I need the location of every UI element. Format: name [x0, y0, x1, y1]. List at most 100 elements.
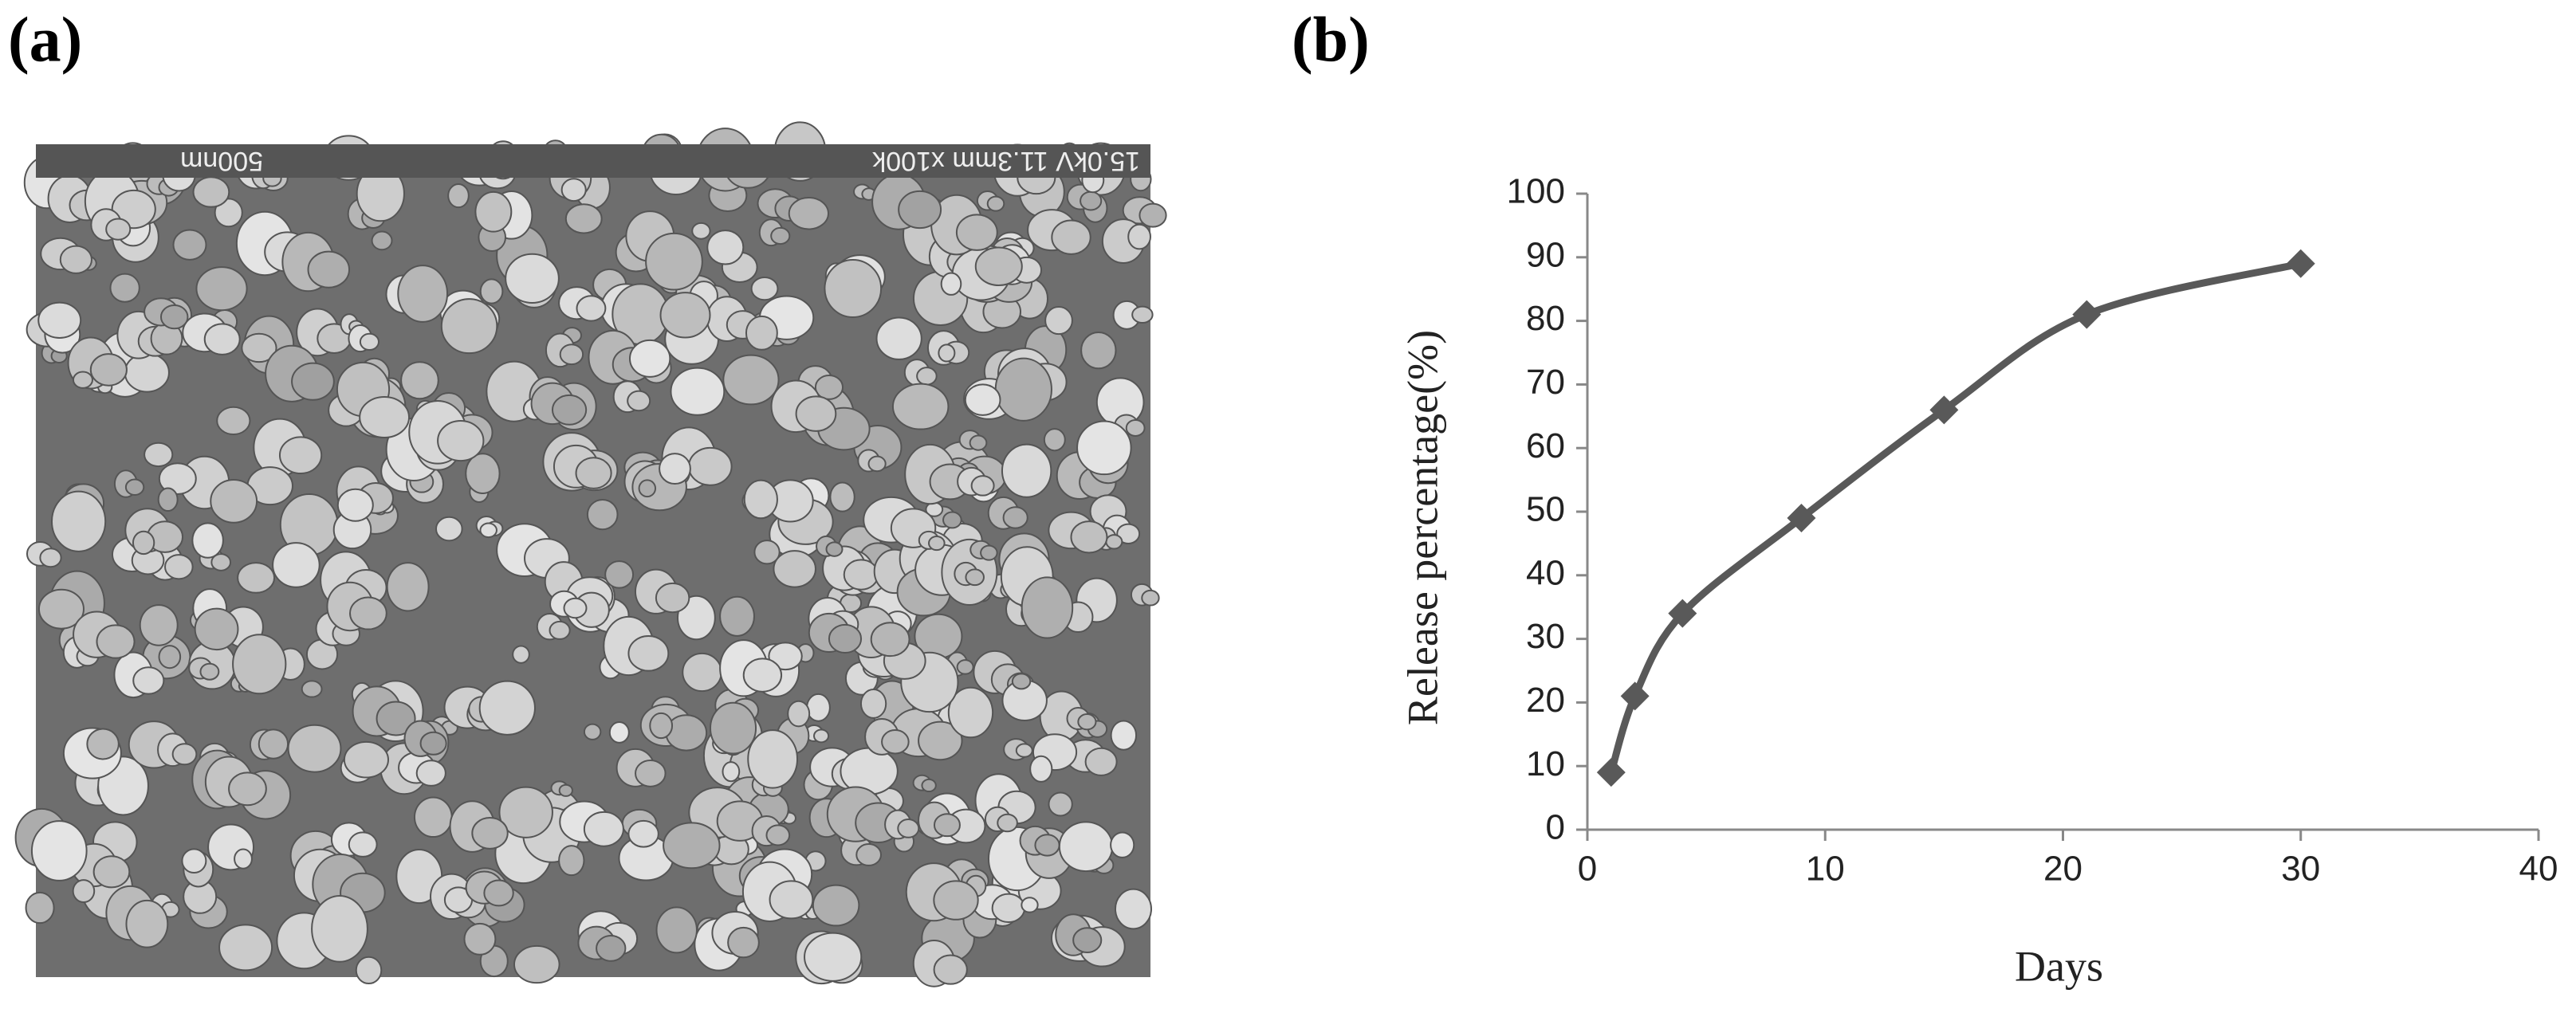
- grain: [891, 383, 950, 430]
- grain: [655, 906, 698, 954]
- grain: [463, 922, 497, 956]
- grain: [1116, 523, 1141, 545]
- grain: [974, 246, 1023, 287]
- grain: [753, 540, 781, 565]
- grain: [787, 700, 811, 728]
- grain: [474, 190, 513, 233]
- grain: [1002, 506, 1028, 529]
- x-tick-label: 40: [2519, 850, 2558, 889]
- grain: [37, 588, 85, 630]
- grain: [194, 607, 239, 651]
- y-axis-title: Release percentage(%): [1398, 330, 1446, 725]
- grain: [471, 816, 509, 850]
- grain: [769, 880, 814, 920]
- grain: [1015, 743, 1033, 758]
- y-tick-label: 0: [1546, 808, 1565, 847]
- grain: [875, 316, 922, 360]
- grain: [105, 218, 132, 241]
- grain: [921, 778, 937, 793]
- grain: [691, 222, 711, 240]
- grain: [870, 622, 910, 658]
- grain: [210, 553, 232, 571]
- x-tick-label: 10: [1806, 850, 1845, 889]
- grain: [980, 544, 998, 561]
- grain: [576, 295, 607, 322]
- grain: [192, 176, 230, 208]
- grain: [768, 642, 803, 671]
- grain: [228, 771, 267, 807]
- grain: [933, 880, 979, 921]
- grain: [1043, 428, 1066, 452]
- grain: [559, 344, 584, 366]
- grain: [986, 195, 1005, 212]
- grain: [386, 562, 430, 612]
- grain: [343, 740, 389, 779]
- grain: [1011, 673, 1032, 690]
- grain: [1051, 219, 1091, 255]
- grain: [1110, 831, 1135, 858]
- grain: [218, 924, 273, 972]
- grain: [1048, 791, 1073, 817]
- grain: [234, 848, 253, 870]
- grain: [124, 478, 145, 497]
- y-tick-label: 90: [1526, 235, 1565, 274]
- grain: [867, 455, 887, 473]
- grain: [1105, 534, 1123, 550]
- grain: [916, 367, 938, 386]
- grain: [89, 353, 128, 387]
- grain: [828, 623, 863, 654]
- grain: [575, 457, 612, 489]
- grain: [440, 298, 498, 355]
- grain: [1141, 589, 1160, 607]
- grain: [947, 686, 994, 739]
- grain: [1139, 202, 1167, 228]
- grain: [938, 344, 956, 363]
- grain: [437, 419, 485, 462]
- marker: [1929, 395, 1959, 425]
- grain: [706, 230, 745, 265]
- grain: [665, 714, 708, 752]
- grain: [39, 548, 62, 568]
- panel-label: (a): [8, 5, 82, 75]
- grain: [825, 541, 844, 557]
- grain: [765, 824, 791, 846]
- grain: [942, 511, 962, 529]
- grain: [627, 819, 659, 848]
- grain: [969, 434, 988, 451]
- grain: [806, 693, 831, 722]
- grain: [272, 542, 321, 588]
- grain: [1131, 305, 1154, 324]
- grain: [124, 352, 170, 393]
- grain: [551, 394, 588, 426]
- grain: [956, 659, 974, 675]
- grain: [1127, 223, 1151, 250]
- grain: [727, 926, 760, 959]
- grain: [72, 879, 96, 904]
- y-tick-label: 70: [1526, 363, 1565, 402]
- grain: [583, 811, 624, 847]
- micrograph-info: 15.0kV 11.3mm x100k: [871, 146, 1140, 176]
- grain: [1001, 443, 1052, 498]
- grain: [512, 645, 530, 664]
- grain: [824, 259, 883, 318]
- grain: [415, 760, 446, 787]
- y-tick-label: 80: [1526, 299, 1565, 338]
- grain: [157, 487, 179, 512]
- grain: [479, 522, 498, 539]
- grain: [371, 230, 393, 251]
- grain: [1058, 821, 1114, 873]
- grain: [349, 596, 387, 630]
- grain: [659, 292, 711, 339]
- grain: [918, 720, 963, 761]
- grain: [994, 357, 1052, 422]
- micrograph: 15.0kV 11.3mm x100k 500nm: [14, 121, 1167, 987]
- grain: [1125, 419, 1146, 437]
- marker: [1620, 681, 1650, 711]
- grain: [670, 367, 726, 416]
- grain: [311, 895, 368, 963]
- grain: [1034, 834, 1060, 857]
- grain: [258, 728, 289, 760]
- grain: [172, 229, 207, 261]
- y-tick-label: 20: [1526, 681, 1565, 720]
- grain: [859, 688, 887, 719]
